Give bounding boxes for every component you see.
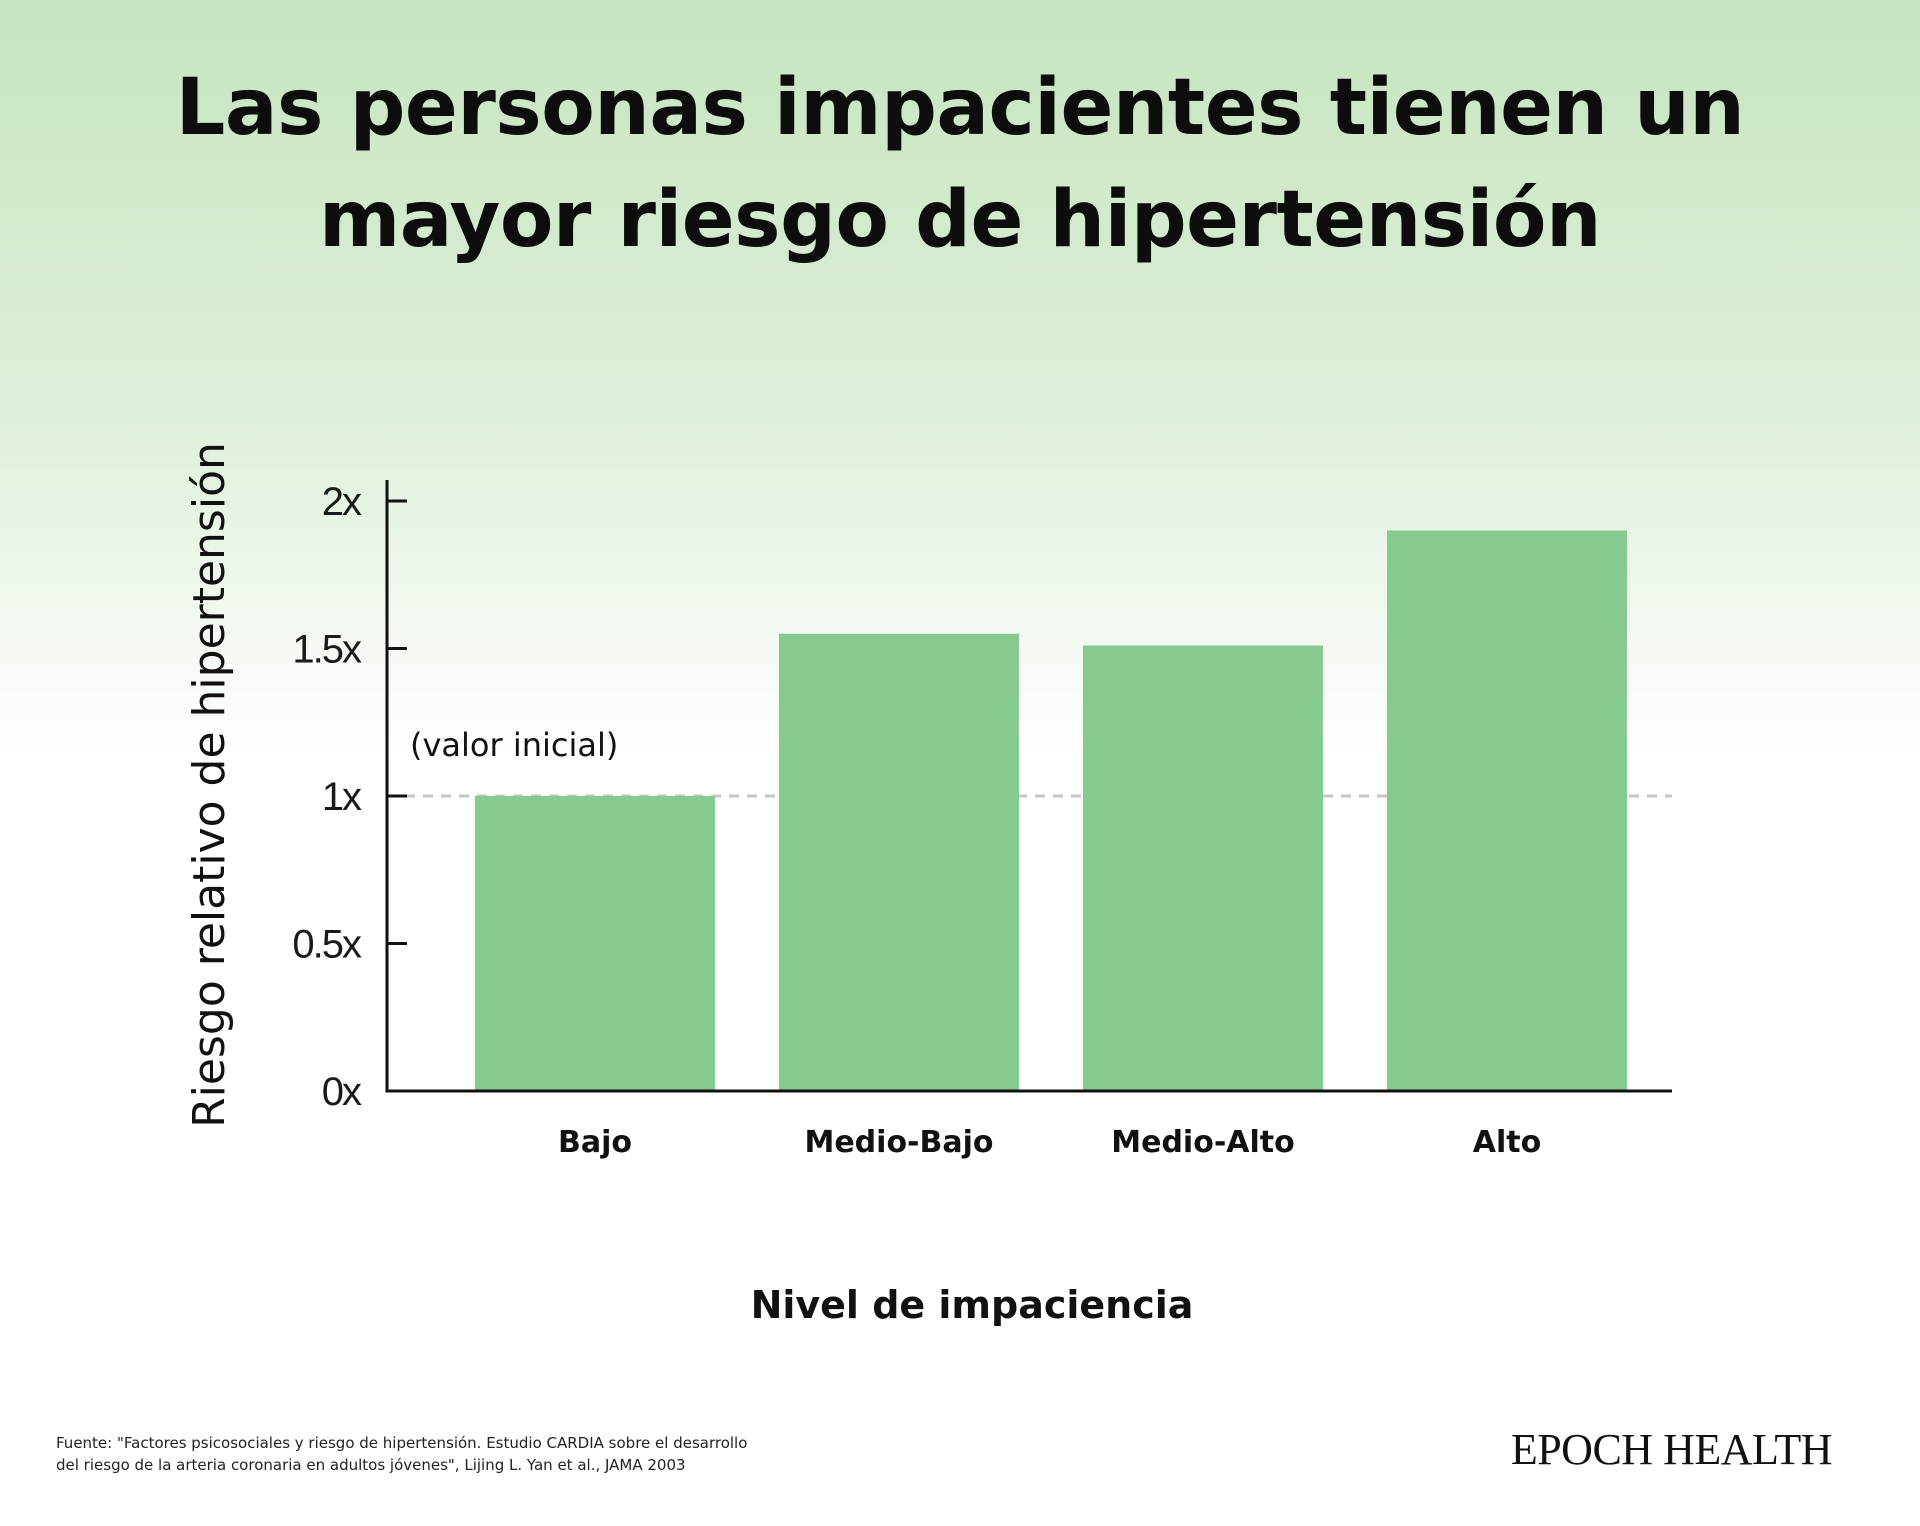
bar-bajo (475, 796, 715, 1091)
y-tick-label: 0x (322, 1070, 362, 1114)
y-tick-label: 1x (322, 775, 362, 819)
bar-alto (1387, 530, 1627, 1091)
x-axis-label: Nivel de impaciencia (751, 1283, 1194, 1327)
category-label: Alto (1473, 1125, 1541, 1160)
brand-logo: EPOCH HEALTH (1510, 1425, 1833, 1474)
y-tick-label: 2x (322, 480, 362, 524)
category-label: Medio-Bajo (804, 1125, 993, 1160)
bar-medio-bajo (779, 633, 1019, 1091)
category-label: Bajo (558, 1125, 632, 1160)
y-tick-label: 1.5x (292, 628, 362, 672)
y-axis-label: Riesgo relativo de hipertensión (184, 442, 235, 1128)
source-note: Fuente: "Factores psicosociales y riesgo… (56, 1432, 816, 1476)
source-line-2: del riesgo de la arteria coronaria en ad… (56, 1456, 686, 1474)
baseline-annotation: (valor inicial) (410, 726, 618, 764)
y-tick-label: 0.5x (292, 923, 362, 967)
bar-medio-alto (1083, 645, 1323, 1091)
source-line-1: Fuente: "Factores psicosociales y riesgo… (56, 1434, 748, 1452)
chart-title: Las personas impacientes tienen un mayor… (175, 63, 1745, 265)
category-label: Medio-Alto (1111, 1125, 1294, 1160)
